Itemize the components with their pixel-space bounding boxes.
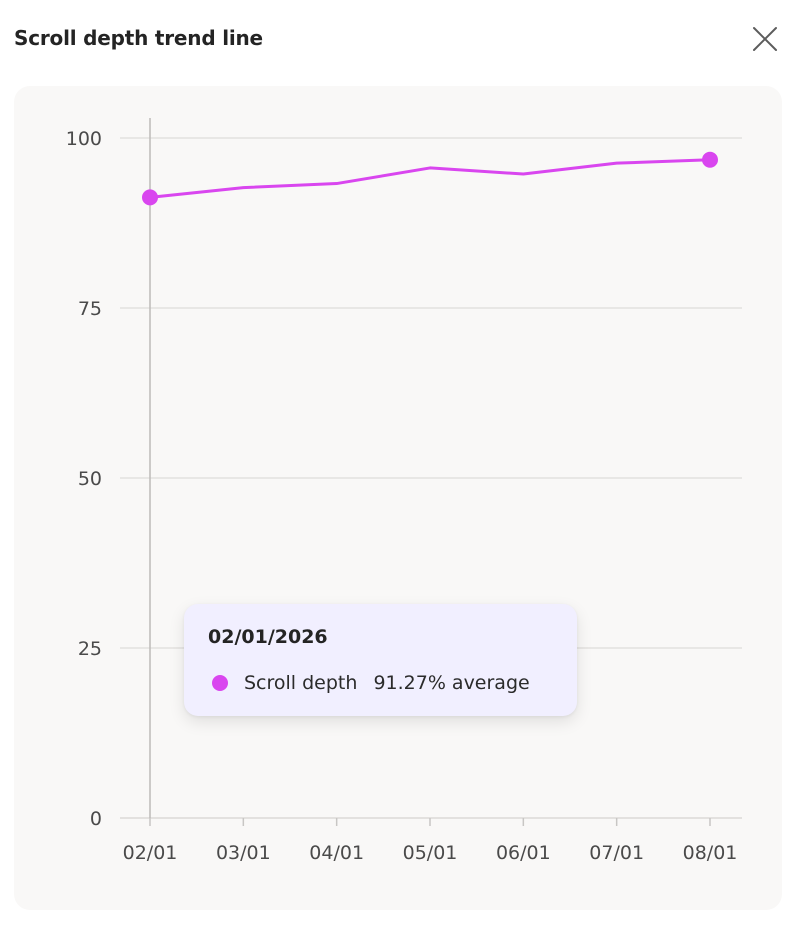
- x-tick-label: 03/01: [216, 842, 271, 864]
- y-tick-label: 50: [78, 468, 102, 490]
- y-tick-label: 25: [78, 638, 102, 660]
- x-tick-label: 02/01: [123, 842, 178, 864]
- close-button[interactable]: [744, 18, 786, 60]
- axes: [120, 118, 742, 826]
- tooltip-date: 02/01/2026: [208, 626, 328, 648]
- y-tick-label: 75: [78, 298, 102, 320]
- y-tick-labels: 0 25 50 75 100: [66, 128, 102, 830]
- close-icon: [753, 27, 777, 51]
- x-tick-labels: 02/01 03/01 04/01 05/01 06/01 07/01 08/01: [123, 842, 738, 864]
- x-tick-label: 08/01: [683, 842, 738, 864]
- data-point-08-01[interactable]: [702, 151, 718, 168]
- y-tick-label: 0: [90, 808, 102, 830]
- x-tick-label: 07/01: [589, 842, 644, 864]
- x-tick-label: 06/01: [496, 842, 551, 864]
- x-tick-label: 05/01: [403, 842, 458, 864]
- tooltip-series-name: Scroll depth: [244, 672, 358, 694]
- y-tick-label: 100: [66, 128, 102, 150]
- grid-lines: [120, 137, 742, 649]
- tooltip-value: 91.27% average: [373, 672, 530, 694]
- x-tick-label: 04/01: [309, 842, 364, 864]
- data-point-02-01[interactable]: [142, 189, 158, 206]
- series-line[interactable]: [148, 158, 712, 199]
- tooltip-row: Scroll depth 91.27% average: [212, 672, 530, 694]
- series-color-dot: [212, 675, 228, 691]
- panel-title: Scroll depth trend line: [14, 26, 263, 50]
- line-chart: 0 25 50 75 100 02/01 03/01 04/01 05/01 06/01 07/0…: [66, 118, 742, 864]
- series-scroll-depth[interactable]: [142, 151, 718, 206]
- chart-card: 0 25 50 75 100 02/01 03/01 04/01 05/01 06/01 07/0…: [14, 86, 782, 910]
- chart-tooltip: 02/01/2026 Scroll depth 91.27% average: [184, 604, 577, 716]
